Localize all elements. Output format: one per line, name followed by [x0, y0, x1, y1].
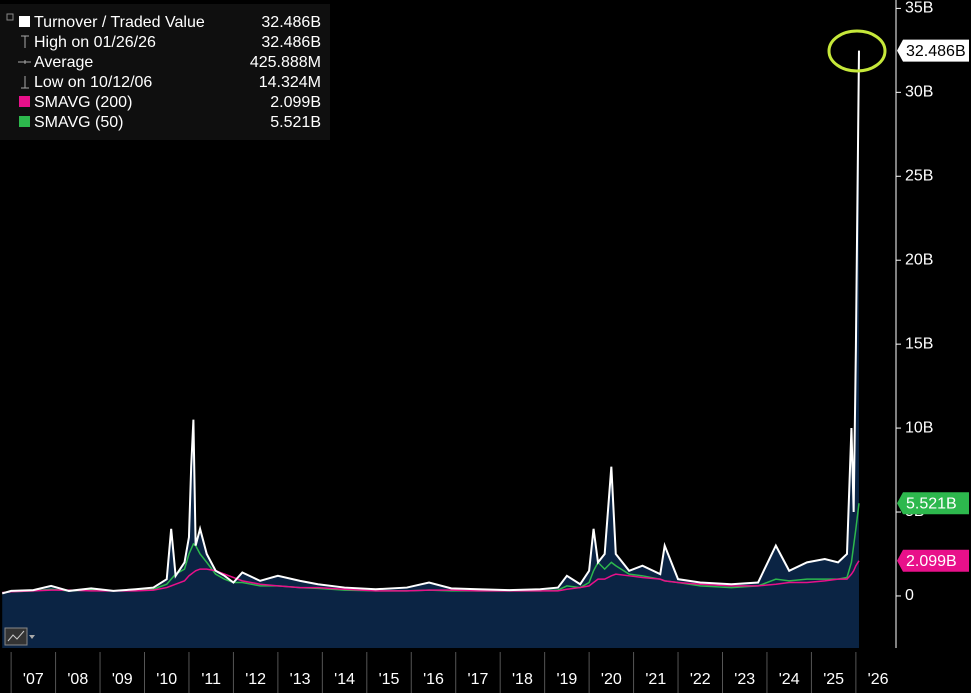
x-tick-label: '21: [645, 671, 666, 688]
legend-label: High on 01/26/26: [34, 34, 156, 51]
y-tick-label: 10B: [905, 419, 933, 436]
legend-label: Turnover / Traded Value: [34, 14, 205, 31]
y-tick-label: 20B: [905, 251, 933, 268]
legend-glyph: [21, 35, 29, 48]
x-tick-label: '20: [601, 671, 622, 688]
legend-swatch: [19, 96, 30, 107]
x-tick-label: '13: [290, 671, 311, 688]
x-axis-band: [0, 650, 971, 693]
turnover-line: [1, 50, 860, 595]
x-tick-label: '18: [512, 671, 533, 688]
legend-collapse: [6, 13, 14, 21]
y-tick-label: 25B: [905, 167, 933, 184]
legend-background: [0, 4, 330, 140]
x-tick-label: '14: [334, 671, 355, 688]
y-tick-label: 35B: [905, 0, 933, 17]
chart-type-icon[interactable]: [4, 627, 35, 646]
x-tick-label: '22: [690, 671, 711, 688]
last-value-tag: [897, 39, 969, 62]
icon-box[interactable]: [4, 627, 28, 646]
last-value-label: 5.521B: [906, 495, 957, 512]
legend-swatch: [19, 16, 30, 27]
legend-swatch: [19, 116, 30, 127]
highlight-circle: [827, 29, 887, 73]
x-tick-label: '25: [823, 671, 844, 688]
legend-value: 32.486B: [261, 14, 321, 31]
y-tick-label: 30B: [905, 84, 933, 101]
legend-label: SMAVG (50): [34, 114, 124, 131]
x-tick-label: '23: [734, 671, 755, 688]
x-tick-label: '12: [245, 671, 266, 688]
plot-area: [1, 50, 860, 649]
x-tick-label: '09: [112, 671, 133, 688]
legend-value: 425.888M: [250, 54, 321, 71]
legend-label: Low on 10/12/06: [34, 74, 152, 91]
x-tick-label: '08: [67, 671, 88, 688]
last-value-label: 2.099B: [906, 553, 957, 570]
x-tick-label: '15: [379, 671, 400, 688]
legend-glyph: [21, 76, 29, 89]
x-tick-label: '26: [868, 671, 889, 688]
x-tick-label: '19: [556, 671, 577, 688]
legend-glyph: [18, 60, 31, 64]
x-tick-label: '11: [201, 671, 221, 688]
y-tick-label: 15B: [905, 335, 933, 352]
legend-label: Average: [34, 54, 93, 71]
x-tick-label: '17: [468, 671, 489, 688]
x-tick-label: '16: [423, 671, 444, 688]
legend-value: 5.521B: [270, 114, 321, 131]
legend: Turnover / Traded Value 32.486B High on 01…: [0, 4, 330, 140]
x-tick-label: '07: [23, 671, 44, 688]
x-tick-label: '24: [779, 671, 800, 688]
legend-value: 32.486B: [261, 34, 321, 51]
last-value-tag: [897, 492, 969, 515]
last-value-tag: [897, 549, 969, 572]
legend-value: 2.099B: [270, 94, 321, 111]
y-tick-label: 0: [905, 587, 914, 604]
sma-line: [2, 560, 860, 594]
turnover-area: [2, 50, 859, 649]
last-value-label: 32.486B: [906, 43, 966, 60]
icon-arrow: [29, 635, 35, 639]
x-tick-label: '10: [156, 671, 177, 688]
legend-label: SMAVG (200): [34, 94, 132, 111]
legend-value: 14.324M: [259, 74, 321, 91]
icon-glyph: [7, 630, 25, 642]
